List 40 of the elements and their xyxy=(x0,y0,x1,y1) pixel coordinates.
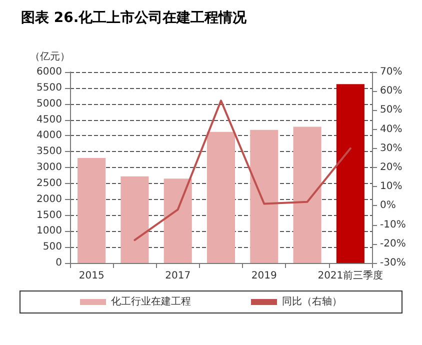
y-tick-label: 5000 xyxy=(36,98,62,110)
bar xyxy=(164,178,192,263)
bar xyxy=(120,176,149,263)
y-tick-label: 2000 xyxy=(36,194,62,205)
y2-tick-label: 20% xyxy=(380,162,402,173)
bar xyxy=(250,130,278,263)
y-tick-label: 0 xyxy=(56,258,62,268)
bar xyxy=(78,158,106,263)
y-tick-label: 3500 xyxy=(36,146,62,158)
y-tick-label: 3000 xyxy=(36,162,62,173)
y2-tick-label: 30% xyxy=(380,142,402,154)
chart-title: 图表 26.化工上市公司在建工程情况 xyxy=(21,9,248,26)
y-tick-label: 1500 xyxy=(36,210,62,221)
y-axis-title: （亿元） xyxy=(30,52,70,62)
y-tick-label: 5500 xyxy=(36,82,62,94)
y2-tick-label: 70% xyxy=(380,66,402,78)
legend-label: 同比（右轴） xyxy=(282,296,342,308)
y2-tick-label: -20% xyxy=(380,238,406,250)
x-tick-label: 2021前三季度 xyxy=(318,270,384,282)
y2-tick-label: 40% xyxy=(380,124,402,135)
y-tick-label: 4500 xyxy=(36,114,62,126)
x-tick-label: 2015 xyxy=(78,270,104,282)
legend-label: 化工行业在建工程 xyxy=(111,296,191,308)
x-tick-label: 2017 xyxy=(165,270,191,282)
y-tick-label: 1000 xyxy=(36,226,62,237)
y2-tick-label: 0% xyxy=(380,200,396,212)
y2-tick-label: -30% xyxy=(380,258,406,268)
y2-tick-label: 10% xyxy=(380,181,402,192)
line-series xyxy=(134,100,352,242)
bar xyxy=(336,84,364,263)
x-tick-label: 2019 xyxy=(251,270,277,282)
y-tick-label: 6000 xyxy=(36,66,62,78)
y2-tick-label: 60% xyxy=(380,86,402,97)
y-tick-label: 4000 xyxy=(36,130,62,142)
y-tick-label: 500 xyxy=(42,242,62,253)
bar xyxy=(206,132,236,263)
y2-tick-label: -10% xyxy=(380,219,406,230)
y-tick-label: 2500 xyxy=(36,178,62,189)
y2-tick-label: 50% xyxy=(380,104,402,116)
bar xyxy=(293,126,322,263)
